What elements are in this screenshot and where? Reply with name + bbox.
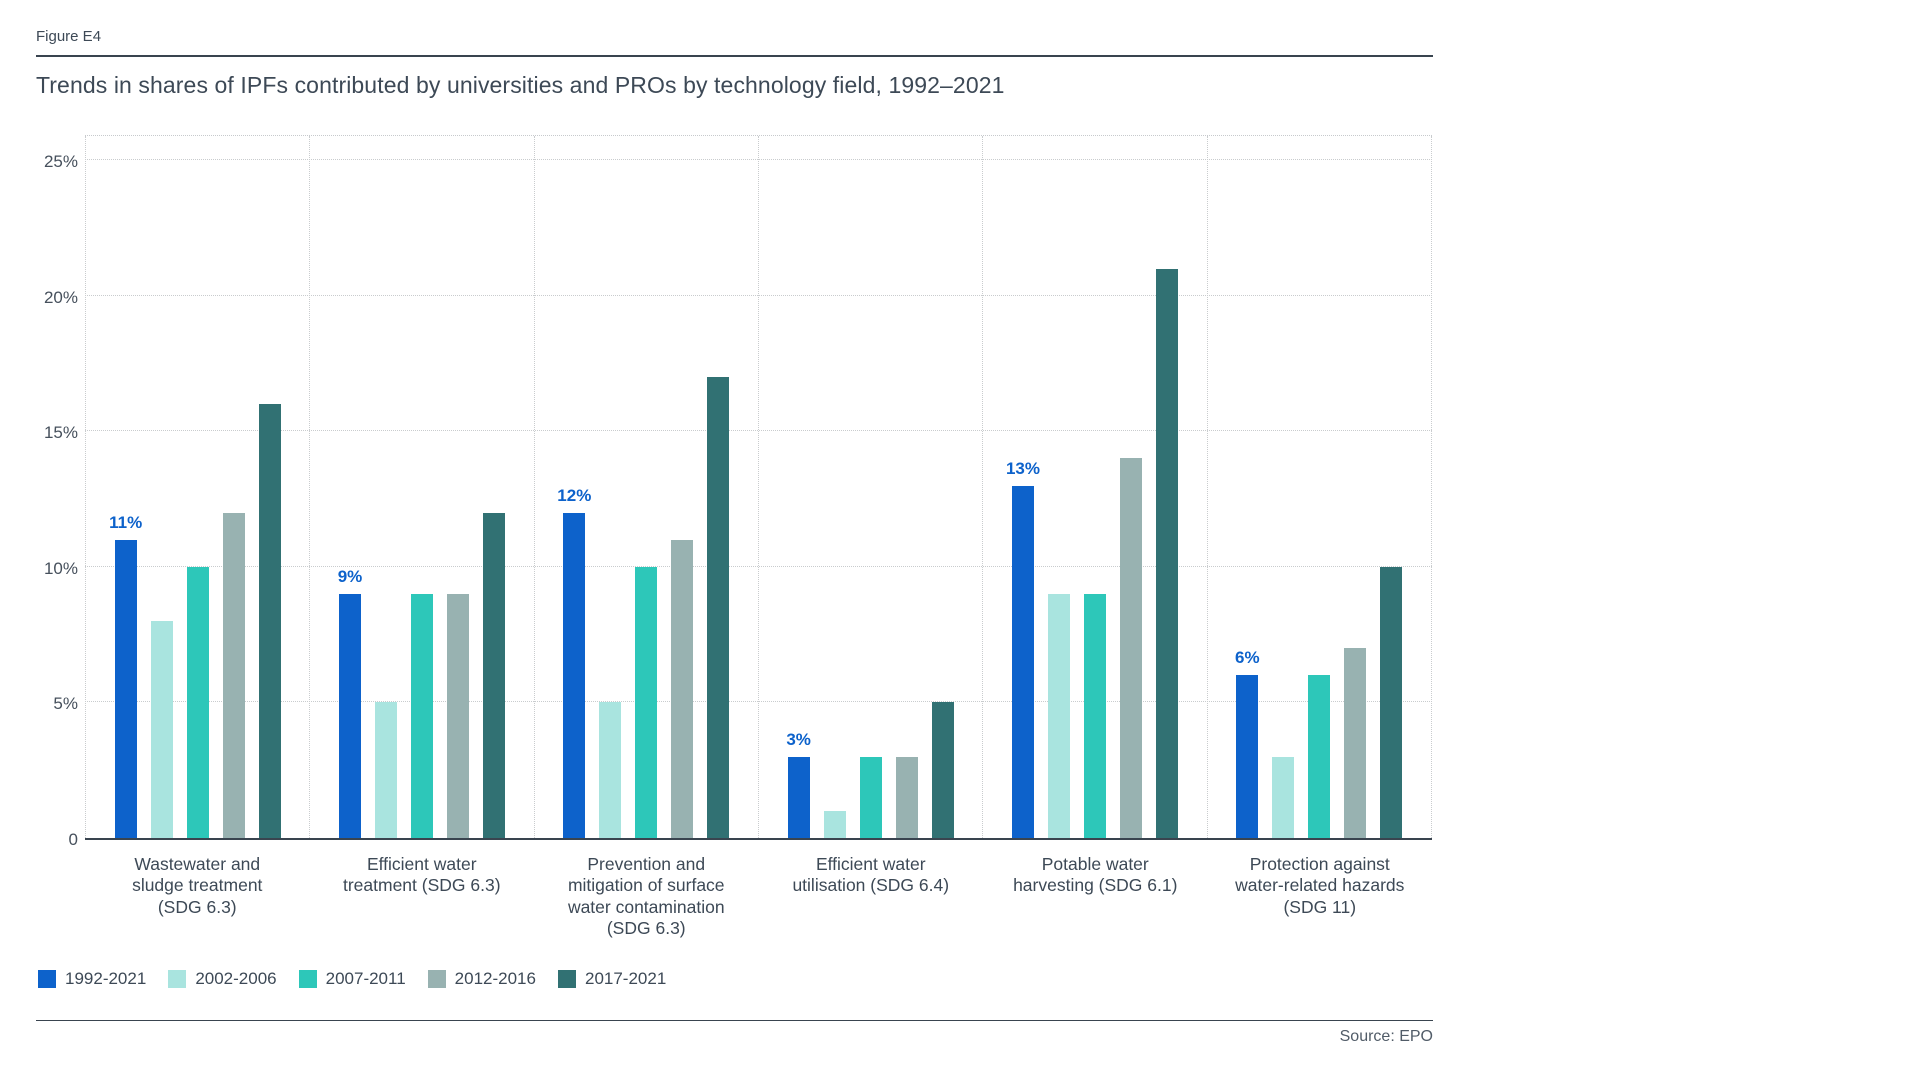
bar-2007-2011	[410, 593, 433, 838]
bar-2012-2016	[895, 756, 918, 838]
bar-2002-2006	[1272, 756, 1295, 838]
source-text: Source: EPO	[1339, 1028, 1433, 1045]
bar-value-label: 9%	[337, 566, 363, 586]
figure-label: Figure E4	[36, 28, 102, 45]
legend-label: 2012-2016	[454, 969, 536, 988]
legend-item: 2012-2016	[427, 969, 536, 989]
bar-value-label: 11%	[109, 512, 143, 532]
bar-2002-2006	[150, 621, 173, 838]
bar-2007-2011	[859, 756, 882, 838]
bar-2007-2011	[1308, 675, 1331, 838]
plot-area: 11% 9% 12% 3% 13% 6%	[85, 135, 1432, 840]
bar-2017-2021	[1380, 566, 1403, 838]
x-axis-category-labels: Wastewater and sludge treatment (SDG 6.3) E…	[85, 842, 1432, 939]
bar-group: 3%	[757, 136, 982, 838]
bar-2017-2021	[482, 512, 505, 838]
bar-value-label: 12%	[557, 485, 592, 505]
y-tick-label: 0	[68, 830, 78, 849]
bar-group: 12%	[533, 136, 758, 838]
bar-2007-2011	[635, 566, 658, 838]
bar-2002-2006	[374, 702, 397, 838]
bar-1992-2021: 3%	[786, 730, 811, 838]
category-label: Efficient water treatment (SDG 6.3)	[342, 854, 501, 896]
legend-label: 2002-2006	[195, 969, 277, 988]
bar-value-label: 13%	[1005, 458, 1040, 478]
category-label: Prevention and mitigation of surface water…	[567, 854, 725, 939]
bar-group: 13%	[982, 136, 1206, 838]
bar-value-label: 6%	[1235, 648, 1260, 668]
bar-2017-2021	[931, 702, 954, 838]
bar-2012-2016	[1119, 458, 1142, 838]
legend-item: 2007-2011	[298, 969, 406, 989]
category-label: Protection against water-related hazards(…	[1235, 854, 1405, 917]
bar-2017-2021	[1155, 268, 1178, 838]
legend-swatch	[38, 970, 56, 988]
legend-label: 2007-2011	[325, 969, 406, 988]
bar-2017-2021	[258, 404, 281, 838]
legend-swatch	[168, 970, 187, 988]
bar-1992-2021: 6%	[1235, 648, 1260, 838]
bar-2007-2011	[186, 566, 209, 838]
bar-2002-2006	[823, 810, 846, 838]
category-label: Wastewater and sludge treatment (SDG 6.3)	[132, 854, 263, 917]
y-axis: 0 5% 10% 15% 20% 25%	[0, 135, 78, 849]
bar-1992-2021: 12%	[557, 486, 591, 838]
legend: 1992-2021 2002-2006 2007-2011 2012-2016 2017…	[38, 969, 666, 989]
bar-value-label: 3%	[786, 729, 811, 749]
bar-group: 11%	[85, 136, 309, 838]
bottom-rule	[36, 1020, 1433, 1021]
bar-2012-2016	[222, 512, 245, 838]
bar-2002-2006	[599, 702, 622, 838]
legend-swatch	[557, 970, 576, 988]
chart-title: Trends in shares of IPFs contributed by …	[36, 72, 1005, 98]
y-tick-label: 25%	[43, 152, 78, 172]
bar-group: 6%	[1206, 136, 1432, 838]
bar-1992-2021: 11%	[109, 513, 142, 838]
bar-1992-2021: 9%	[338, 567, 362, 838]
legend-item: 1992-2021	[38, 969, 146, 989]
bar-group: 9%	[309, 136, 533, 838]
bar-2012-2016	[1344, 648, 1367, 838]
top-rule	[36, 55, 1433, 57]
category-label: Efficient water utilisation (SDG 6.4)	[792, 854, 950, 896]
legend-swatch	[427, 970, 446, 988]
legend-swatch	[298, 970, 317, 988]
legend-label: 2017-2021	[584, 969, 667, 988]
bar-1992-2021: 13%	[1006, 459, 1040, 838]
legend-item: 2002-2006	[168, 969, 277, 989]
bar-2012-2016	[671, 539, 694, 838]
category-label: Potable water harvesting (SDG 6.1)	[1013, 854, 1178, 896]
bar-2012-2016	[446, 593, 469, 838]
bar-2002-2006	[1047, 593, 1070, 838]
bar-2007-2011	[1083, 593, 1106, 838]
y-tick-label: 5%	[53, 694, 78, 714]
legend-item: 2017-2021	[557, 969, 667, 989]
y-tick-label: 15%	[43, 423, 78, 443]
y-tick-label: 10%	[43, 558, 78, 578]
legend-label: 1992-2021	[65, 969, 147, 988]
bar-2017-2021	[707, 377, 730, 838]
y-tick-label: 20%	[43, 287, 78, 307]
